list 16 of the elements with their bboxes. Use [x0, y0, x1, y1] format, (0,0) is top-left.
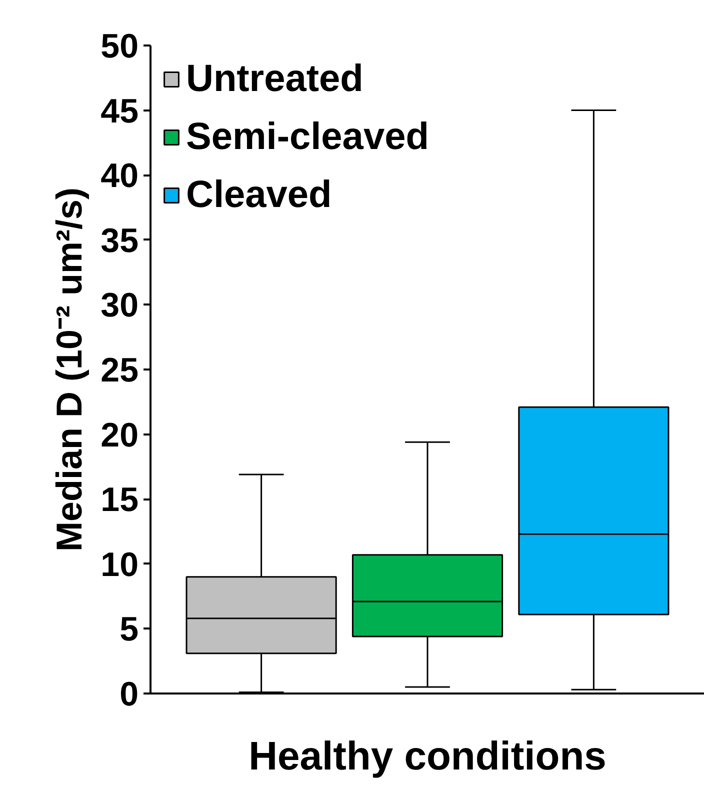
legend-label: Cleaved [186, 173, 332, 217]
y-tick-label: 15 [100, 481, 139, 520]
y-tick-label: 20 [100, 416, 139, 454]
y-tick-label: 5 [120, 610, 139, 649]
y-tick-label: 25 [100, 352, 139, 390]
y-tick-label: 35 [100, 222, 139, 260]
y-tick-label: 10 [100, 546, 139, 584]
legend-label: Untreated [186, 57, 364, 101]
x-axis-title: Healthy conditions [248, 734, 606, 778]
y-tick-label: 30 [100, 286, 139, 325]
legend-label: Semi-cleaved [186, 115, 429, 159]
y-tick-label: 40 [100, 157, 139, 196]
y-axis-title: Median D (10⁻² um²/s) [48, 187, 90, 552]
y-tick-label: 50 [100, 28, 139, 66]
y-tick-label: 0 [120, 676, 139, 714]
y-tick-label: 45 [100, 92, 139, 130]
